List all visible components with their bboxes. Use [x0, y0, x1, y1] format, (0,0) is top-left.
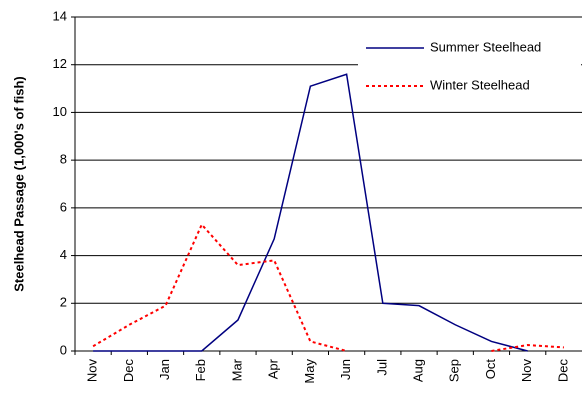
x-tick-label: Apr	[266, 358, 281, 379]
x-tick-label: Feb	[193, 359, 208, 381]
y-tick-label: 10	[53, 104, 67, 119]
series-line	[92, 222, 564, 352]
x-tick-label: Sep	[447, 359, 462, 382]
y-tick-label: 8	[60, 152, 67, 167]
series-line	[93, 73, 528, 352]
y-tick-label: 2	[60, 295, 67, 310]
y-tick-label: 12	[53, 56, 67, 71]
y-tick-label: 6	[60, 199, 67, 214]
legend-label: Winter Steelhead	[430, 77, 530, 92]
x-tick-label: Dec	[555, 359, 570, 383]
legend-box	[358, 30, 581, 102]
legend-label: Summer Steelhead	[430, 39, 541, 54]
x-tick-label: Aug	[410, 359, 425, 382]
x-tick-label: Jan	[157, 359, 172, 380]
x-tick-label: Nov	[85, 359, 100, 383]
x-tick-label: Nov	[519, 359, 534, 383]
y-axis-label: Steelhead Passage (1,000's of fish)	[11, 76, 26, 292]
x-tick-label: Oct	[483, 359, 498, 380]
x-tick-label: May	[302, 359, 317, 384]
x-tick-label: Jul	[374, 359, 389, 376]
x-tick-label: Dec	[121, 359, 136, 383]
y-tick-label: 0	[60, 342, 67, 357]
x-tick-label: Jun	[338, 359, 353, 380]
x-tick-label: Mar	[229, 358, 244, 381]
y-tick-label: 14	[53, 8, 67, 23]
y-tick-label: 4	[60, 247, 67, 262]
